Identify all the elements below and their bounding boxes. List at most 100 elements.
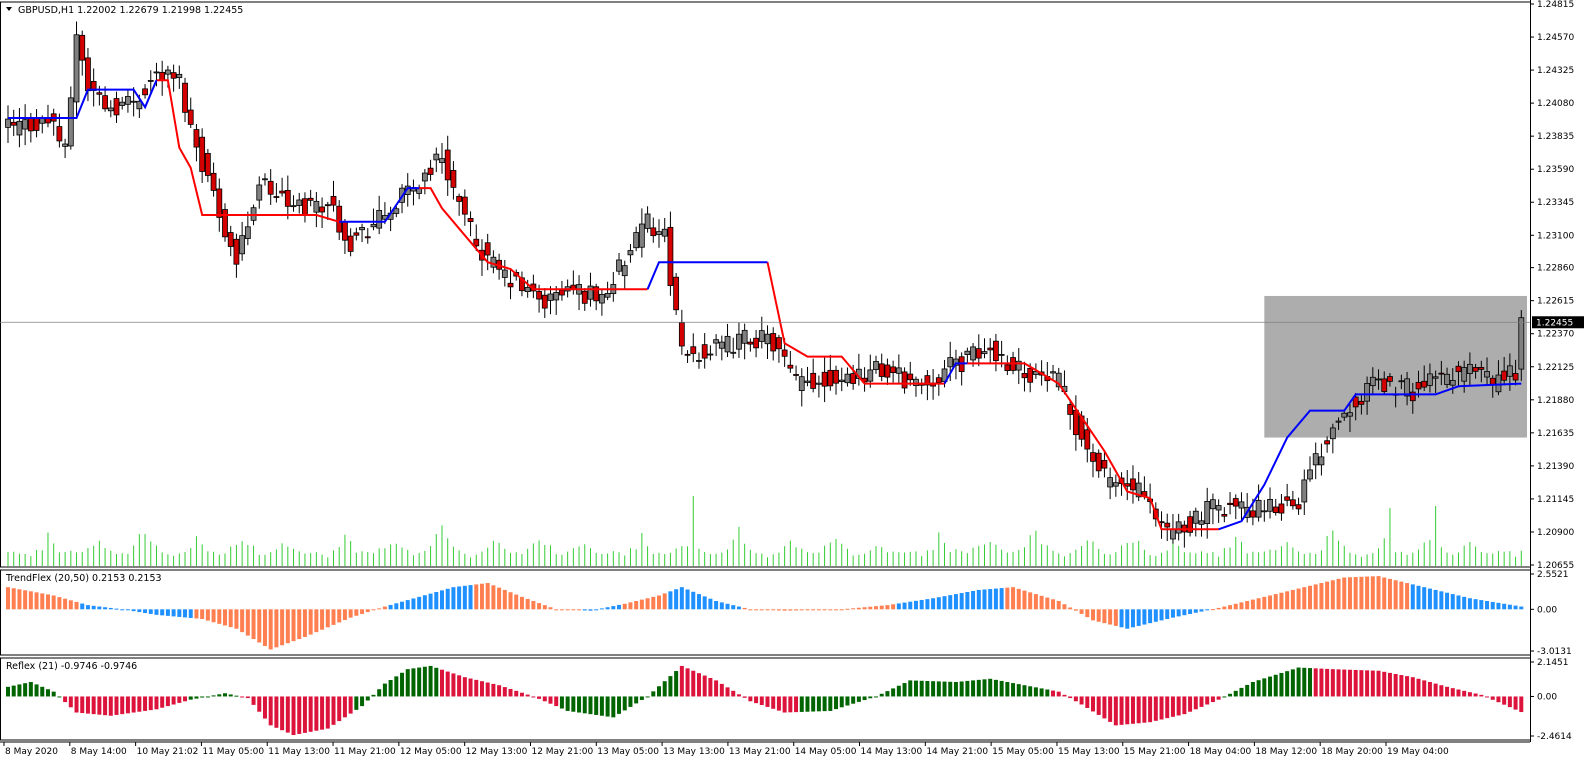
bullish-candle[interactable] bbox=[758, 330, 765, 342]
bearish-candle[interactable] bbox=[1409, 391, 1416, 402]
bearish-candle[interactable] bbox=[650, 227, 657, 237]
bullish-candle[interactable] bbox=[998, 353, 1005, 356]
bullish-candle[interactable] bbox=[67, 97, 74, 147]
bullish-candle[interactable] bbox=[1398, 380, 1405, 383]
bearish-candle[interactable] bbox=[1478, 367, 1485, 370]
bearish-candle[interactable] bbox=[810, 372, 817, 389]
bullish-candle[interactable] bbox=[656, 231, 662, 235]
bullish-candle[interactable] bbox=[1432, 376, 1439, 379]
bullish-candle[interactable] bbox=[1444, 373, 1450, 385]
bullish-candle[interactable] bbox=[1484, 371, 1490, 378]
bearish-candle[interactable] bbox=[753, 337, 759, 349]
bullish-candle[interactable] bbox=[707, 353, 714, 356]
bearish-candle[interactable] bbox=[364, 236, 371, 239]
bearish-candle[interactable] bbox=[1455, 365, 1462, 373]
bearish-candle[interactable] bbox=[233, 238, 240, 265]
bearish-candle[interactable] bbox=[85, 57, 91, 92]
bearish-candle[interactable] bbox=[302, 198, 308, 216]
bearish-candle[interactable] bbox=[353, 232, 360, 236]
bullish-candle[interactable] bbox=[964, 350, 971, 355]
bullish-candle[interactable] bbox=[501, 269, 508, 278]
bullish-candle[interactable] bbox=[913, 378, 919, 386]
bearish-candle[interactable] bbox=[27, 117, 34, 132]
bullish-candle[interactable] bbox=[553, 292, 560, 301]
bearish-candle[interactable] bbox=[267, 180, 274, 195]
bearish-candle[interactable] bbox=[1249, 510, 1256, 518]
bearish-candle[interactable] bbox=[684, 353, 691, 356]
bearish-candle[interactable] bbox=[1352, 396, 1359, 408]
bullish-candle[interactable] bbox=[736, 333, 742, 350]
bullish-candle[interactable] bbox=[1329, 427, 1336, 440]
bearish-candle[interactable] bbox=[324, 204, 331, 207]
bullish-candle[interactable] bbox=[1495, 374, 1502, 393]
bullish-candle[interactable] bbox=[587, 285, 594, 300]
bullish-candle[interactable] bbox=[119, 101, 126, 106]
bearish-candle[interactable] bbox=[1164, 522, 1171, 528]
bearish-candle[interactable] bbox=[96, 92, 103, 95]
bearish-candle[interactable] bbox=[536, 291, 542, 300]
bullish-candle[interactable] bbox=[627, 250, 634, 256]
bullish-candle[interactable] bbox=[1015, 360, 1022, 371]
bearish-candle[interactable] bbox=[1027, 367, 1034, 383]
bearish-candle[interactable] bbox=[461, 196, 468, 215]
bearish-candle[interactable] bbox=[673, 276, 680, 311]
bullish-candle[interactable] bbox=[895, 367, 902, 374]
bearish-candle[interactable] bbox=[850, 373, 857, 384]
bullish-candle[interactable] bbox=[1506, 365, 1513, 377]
bearish-candle[interactable] bbox=[559, 289, 565, 296]
bullish-candle[interactable] bbox=[1050, 371, 1056, 374]
bullish-candle[interactable] bbox=[730, 351, 737, 354]
bullish-candle[interactable] bbox=[1427, 373, 1433, 386]
bullish-candle[interactable] bbox=[1449, 379, 1456, 386]
bullish-candle[interactable] bbox=[1210, 499, 1216, 510]
bearish-candle[interactable] bbox=[1221, 514, 1228, 517]
bearish-candle[interactable] bbox=[1472, 367, 1479, 372]
bullish-candle[interactable] bbox=[1307, 469, 1313, 480]
bearish-candle[interactable] bbox=[1387, 376, 1393, 382]
bullish-candle[interactable] bbox=[1364, 383, 1371, 402]
bearish-candle[interactable] bbox=[456, 195, 463, 202]
bullish-candle[interactable] bbox=[130, 100, 137, 103]
bullish-candle[interactable] bbox=[433, 153, 440, 161]
bearish-candle[interactable] bbox=[878, 363, 885, 377]
bullish-candle[interactable] bbox=[1341, 412, 1348, 418]
bearish-candle[interactable] bbox=[993, 340, 999, 362]
bullish-candle[interactable] bbox=[638, 223, 645, 248]
bearish-candle[interactable] bbox=[1501, 370, 1508, 381]
bearish-candle[interactable] bbox=[987, 347, 994, 351]
bearish-candle[interactable] bbox=[182, 82, 188, 113]
bullish-candle[interactable] bbox=[490, 256, 497, 268]
bullish-candle[interactable] bbox=[741, 329, 748, 344]
bearish-candle[interactable] bbox=[142, 88, 148, 96]
bullish-candle[interactable] bbox=[370, 223, 377, 228]
bearish-candle[interactable] bbox=[199, 136, 206, 172]
bullish-candle[interactable] bbox=[39, 118, 46, 124]
bullish-candle[interactable] bbox=[393, 208, 400, 214]
bullish-candle[interactable] bbox=[1135, 482, 1142, 498]
bullish-candle[interactable] bbox=[547, 293, 554, 301]
bearish-candle[interactable] bbox=[821, 371, 828, 387]
bearish-candle[interactable] bbox=[113, 98, 120, 116]
bearish-candle[interactable] bbox=[330, 196, 337, 206]
bullish-candle[interactable] bbox=[125, 96, 131, 105]
bearish-candle[interactable] bbox=[901, 371, 908, 389]
bullish-candle[interactable] bbox=[524, 287, 531, 293]
bullish-candle[interactable] bbox=[1404, 378, 1410, 397]
bearish-candle[interactable] bbox=[781, 349, 788, 357]
bullish-candle[interactable] bbox=[764, 333, 771, 345]
bearish-candle[interactable] bbox=[273, 196, 280, 198]
bearish-candle[interactable] bbox=[1421, 380, 1428, 388]
bullish-candle[interactable] bbox=[981, 351, 988, 355]
bearish-candle[interactable] bbox=[336, 205, 343, 233]
bearish-candle[interactable] bbox=[450, 170, 457, 188]
bullish-candle[interactable] bbox=[290, 205, 297, 208]
bearish-candle[interactable] bbox=[1272, 506, 1279, 513]
bearish-candle[interactable] bbox=[10, 121, 17, 126]
bullish-candle[interactable] bbox=[1518, 317, 1525, 370]
bearish-candle[interactable] bbox=[204, 152, 211, 176]
bearish-candle[interactable] bbox=[216, 188, 223, 218]
bullish-candle[interactable] bbox=[798, 376, 805, 391]
bearish-candle[interactable] bbox=[747, 341, 754, 345]
bearish-candle[interactable] bbox=[793, 374, 799, 376]
bullish-candle[interactable] bbox=[239, 235, 246, 255]
